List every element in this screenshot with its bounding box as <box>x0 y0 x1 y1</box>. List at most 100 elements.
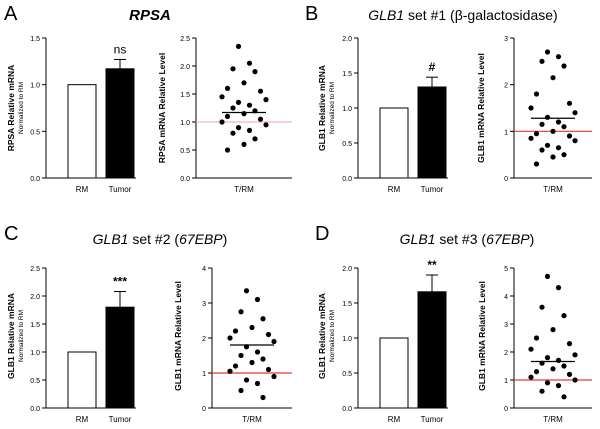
scatter-ylabel-a: RPSA mRNA Relative Level <box>157 53 167 163</box>
data-point-a <box>246 127 253 133</box>
data-point-a <box>263 122 269 128</box>
bar-d-tumor <box>417 291 447 409</box>
scatter-ytick-label-c: 1 <box>202 371 206 378</box>
significance-label-d: ** <box>427 258 437 272</box>
data-point-d <box>555 285 562 291</box>
data-point-a <box>230 130 236 136</box>
data-point-a <box>257 116 264 122</box>
data-point-d <box>572 377 578 383</box>
data-point-b <box>555 54 562 60</box>
data-point-d <box>539 388 545 394</box>
bar-ylabel-d: GLB1 Relative mRNA <box>317 293 327 379</box>
bar-ylabel-sub-b: Normalized to RM <box>329 82 336 134</box>
bar-ytick-label-c: 1.0 <box>30 350 40 357</box>
bar-ylabel-sub-d: Normalized to RM <box>329 310 336 362</box>
data-point-c <box>227 335 233 341</box>
data-point-d <box>539 304 545 310</box>
bar-ytick-label-a: 0.5 <box>30 129 40 136</box>
scatter-ytick-label-a: 1.5 <box>180 92 190 99</box>
data-point-c <box>238 309 244 315</box>
data-point-d <box>566 371 573 377</box>
scatter-ytick-label-a: 2.0 <box>180 64 190 71</box>
scatter-ytick-label-d: 5 <box>504 266 508 273</box>
data-point-a <box>230 105 236 111</box>
data-point-c <box>232 328 239 334</box>
data-point-d <box>561 394 567 400</box>
data-point-b <box>533 161 540 167</box>
bar-ylabel-sub-c: Normalized to RM <box>18 310 25 362</box>
plots-layer: 0.0 0.5 1.0 1.5 RM Tumor ns 0.0 0.5 1.0 1.5 2.0 RM Tu… <box>30 36 592 424</box>
data-point-c <box>243 288 250 294</box>
data-point-d <box>566 341 573 347</box>
data-point-a <box>235 99 242 105</box>
bar-ytick-label-d: 1.5 <box>342 301 352 308</box>
data-point-d <box>528 346 534 352</box>
scatter-ytick-label-b: 1 <box>504 129 508 136</box>
data-point-d <box>555 383 562 389</box>
data-point-c <box>260 316 266 322</box>
data-point-c <box>271 338 277 345</box>
scatter-ytick-label-a: 0.0 <box>180 176 190 183</box>
data-point-d <box>550 327 556 333</box>
panel-title-c: GLB1 set #2 (67EBP) <box>93 231 228 247</box>
data-point-a <box>241 111 247 117</box>
bar-ytick-label-c: 0.0 <box>30 406 40 413</box>
bar-category-label-a: Tumor <box>109 185 132 194</box>
scatter-ytick-label-b: 3 <box>504 36 508 43</box>
scatter-ylabel-d: GLB1 mRNA Relative Level <box>477 281 487 391</box>
bar-ytick-label-d: 2.0 <box>342 266 352 273</box>
data-point-c <box>254 380 261 387</box>
panel-letter-b: B <box>305 3 318 25</box>
data-point-a <box>241 80 247 86</box>
data-point-a <box>230 66 236 72</box>
scatter-category-label-a: T/RM <box>234 185 254 194</box>
bar-ylabel-a: RPSA Relative mRNA <box>6 65 16 152</box>
scatter-ytick-label-c: 4 <box>202 266 206 273</box>
data-point-b <box>561 124 567 130</box>
data-point-d <box>555 357 562 363</box>
bar-category-label-b: Tumor <box>421 185 444 194</box>
data-point-c <box>238 387 244 394</box>
scatter-ylabel-c: GLB1 mRNA Relative Level <box>173 281 183 391</box>
bar-b-tumor <box>417 86 447 179</box>
panel-letter-d: D <box>315 223 329 245</box>
scatter-ytick-label-d: 2 <box>504 350 508 357</box>
panel-title-b: GLB1 set #1 (β-galactosidase) <box>368 7 557 23</box>
scatter-category-label-b: T/RM <box>543 185 563 194</box>
data-point-a <box>263 97 269 103</box>
bar-ytick-label-b: 1.0 <box>342 106 352 113</box>
bar-b-rm <box>379 107 409 179</box>
data-point-a <box>224 147 231 153</box>
data-point-c <box>260 356 266 362</box>
scatter-ylabel-b: GLB1 mRNA Relative Level <box>476 53 486 163</box>
bar-ylabel-c: GLB1 Relative mRNA <box>6 293 16 379</box>
data-point-b <box>566 133 573 139</box>
data-point-b <box>528 105 534 111</box>
data-point-b <box>572 110 578 116</box>
scatter-ytick-label-a: 2.5 <box>180 36 190 43</box>
bar-ytick-label-c: 2.5 <box>30 266 40 273</box>
data-point-d <box>533 369 540 375</box>
data-point-b <box>555 119 562 125</box>
data-point-a <box>235 43 242 50</box>
scatter-category-label-d: T/RM <box>543 415 563 424</box>
data-point-a <box>241 141 247 147</box>
data-point-a <box>246 102 253 108</box>
data-point-c <box>232 363 239 369</box>
data-point-b <box>544 142 551 148</box>
data-point-b <box>550 154 556 160</box>
scatter-category-label-c: T/RM <box>242 415 262 424</box>
bar-category-label-d: Tumor <box>421 415 444 424</box>
bar-ytick-label-b: 2.0 <box>342 36 352 43</box>
data-point-b <box>550 128 556 134</box>
data-point-a <box>246 60 253 66</box>
data-point-b <box>550 75 556 81</box>
data-point-d <box>561 363 567 369</box>
bar-c-rm <box>67 351 97 409</box>
data-point-d <box>544 273 551 279</box>
panel-letter-a: A <box>4 3 18 25</box>
scatter-ytick-label-a: 1.0 <box>180 120 190 127</box>
data-point-a <box>235 125 242 131</box>
data-point-a <box>257 88 264 94</box>
bar-category-label-a: RM <box>76 185 89 194</box>
